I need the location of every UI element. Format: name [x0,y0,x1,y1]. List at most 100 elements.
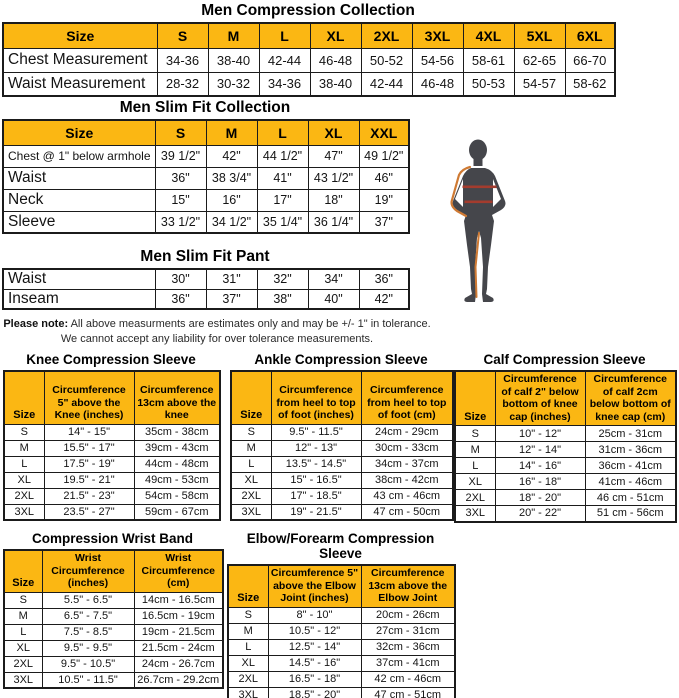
men-slim-fit-collection-table: Size S M L XL XXL Chest @ 1" below armhole 39 1… [2,119,410,234]
value-cell: 13.5" - 14.5" [270,455,362,473]
value-cell: 42-44 [258,47,311,73]
value-cell: 18.5" - 20" [267,686,362,698]
tolerance-note-line2: We cannot accept any liability for over … [60,333,374,345]
size-cell: M [230,439,272,457]
column-header: Size [454,370,496,426]
size-cell: 3XL [454,505,496,522]
value-cell: 58-61 [462,47,515,73]
value-cell: 49 1/2" [358,144,410,168]
value-cell: 16" - 18" [494,473,586,490]
tolerance-note: Please note: All above measurments are e… [0,317,434,347]
table-row: S 9.5" - 11.5" 24cm - 29cm [230,423,454,441]
table-row: Chest @ 1" below armhole 39 1/2" 42" 44 1/2… [2,144,410,168]
size-cell: M [3,439,45,457]
size-cell: M [227,622,269,640]
row-label: Chest @ 1" below armhole [2,144,156,168]
value-cell: 19" [358,188,410,212]
value-cell: 37" [205,288,258,310]
table-row: M 12" - 13" 30cm - 33cm [230,439,454,457]
row-label: Inseam [2,288,156,310]
table-row: Waist 36" 38 3/4" 41" 43 1/2" 46" [2,166,410,190]
value-cell: 37cm - 41cm [360,654,456,672]
table-row: L 12.5" - 14" 32cm - 36cm [227,638,456,656]
size-cell: L [3,623,43,641]
value-cell: 41cm - 46cm [584,473,677,490]
value-cell: 15" - 16.5" [270,471,362,489]
table-row: Waist 30" 31" 32" 34" 36" [2,268,410,290]
size-cell: 2XL [3,487,45,505]
size-cell: L [230,455,272,473]
value-cell: 34" [307,268,360,290]
value-cell: 50-52 [360,47,413,73]
value-cell: 47 cm - 50cm [360,503,454,521]
table-row: XL 16" - 18" 41cm - 46cm [454,473,677,490]
value-cell: 54-57 [513,71,566,97]
column-header: XL [307,119,360,146]
column-header: Size [2,119,156,146]
tolerance-note-prefix: Please note: [3,318,69,330]
column-header: Size [230,370,272,425]
value-cell: 42" [358,288,410,310]
column-header: Size [2,22,158,49]
table-row: XL 14.5" - 16" 37cm - 41cm [227,654,456,672]
value-cell: 31cm - 36cm [584,441,677,458]
value-cell: 16.5" - 18" [267,670,362,688]
header-row: Size S M L XL XXL [2,119,410,146]
table-row: 2XL 21.5" - 23" 54cm - 58cm [3,487,221,505]
size-cell: L [227,638,269,656]
value-cell: 39 1/2" [154,144,207,168]
value-cell: 7.5" - 8.5" [41,623,135,641]
table-row: S 14" - 15" 35cm - 38cm [3,423,221,441]
value-cell: 36" [154,288,207,310]
size-cell: S [230,423,272,441]
value-cell: 19.5" - 21" [43,471,135,489]
column-header: Wrist Circumference (inches) [41,549,135,593]
header-row: Size Circumference 5" above the Knee (inc… [3,370,221,425]
value-cell: 33 1/2" [154,210,207,234]
value-cell: 42-44 [360,71,413,97]
size-cell: 2XL [3,655,43,673]
table-row: Sleeve 33 1/2" 34 1/2" 35 1/4" 36 1/4" 37" [2,210,410,234]
value-cell: 9.5" - 10.5" [41,655,135,673]
size-cell: 2XL [230,487,272,505]
size-cell: S [227,606,269,624]
column-header: L [258,22,311,49]
column-header: Size [3,370,45,425]
value-cell: 47" [307,144,360,168]
table-row: 3XL 23.5" - 27" 59cm - 67cm [3,503,221,521]
table-row: S 8" - 10" 20cm - 26cm [227,606,456,624]
value-cell: 24cm - 29cm [360,423,454,441]
ankle-compression-sleeve-table: Size Circumference from heel to top of fo… [230,370,454,521]
row-label: Sleeve [2,210,156,234]
compression-wrist-band-title: Compression Wrist Band [31,531,194,546]
header-row: Size Circumference of calf 2" below botto… [454,370,677,426]
men-compression-collection-section: Men Compression Collection Size S M L XL 2XL 3… [2,2,616,97]
column-header: Circumference 13cm above the knee [133,370,221,425]
table-row: M 10.5" - 12" 27cm - 31cm [227,622,456,640]
value-cell: 59cm - 67cm [133,503,221,521]
figure-head [469,139,487,161]
value-cell: 49cm - 53cm [133,471,221,489]
value-cell: 20" - 22" [494,505,586,522]
man-silhouette-icon [450,139,506,302]
header-row: Size Wrist Circumference (inches) Wrist Ci… [3,549,224,593]
ankle-compression-sleeve-title: Ankle Compression Sleeve [254,352,428,367]
column-header: Wrist Circumference (cm) [133,549,224,593]
value-cell: 42 cm - 46cm [360,670,456,688]
value-cell: 14.5" - 16" [267,654,362,672]
value-cell: 39cm - 43cm [133,439,221,457]
size-cell: 2XL [227,670,269,688]
value-cell: 19" - 21.5" [270,503,362,521]
man-silhouette-figure [445,137,513,307]
column-header: XXL [358,119,410,146]
calf-compression-sleeve-title: Calf Compression Sleeve [483,352,646,367]
value-cell: 12" - 13" [270,439,362,457]
row-label: Neck [2,188,156,212]
column-header: M [207,22,260,49]
row-label: Waist [2,268,156,290]
value-cell: 46-48 [309,47,362,73]
value-cell: 38-40 [207,47,260,73]
column-header: Circumference from heel to top of foot (… [270,370,362,425]
size-cell: M [454,441,496,458]
value-cell: 12" - 14" [494,441,586,458]
